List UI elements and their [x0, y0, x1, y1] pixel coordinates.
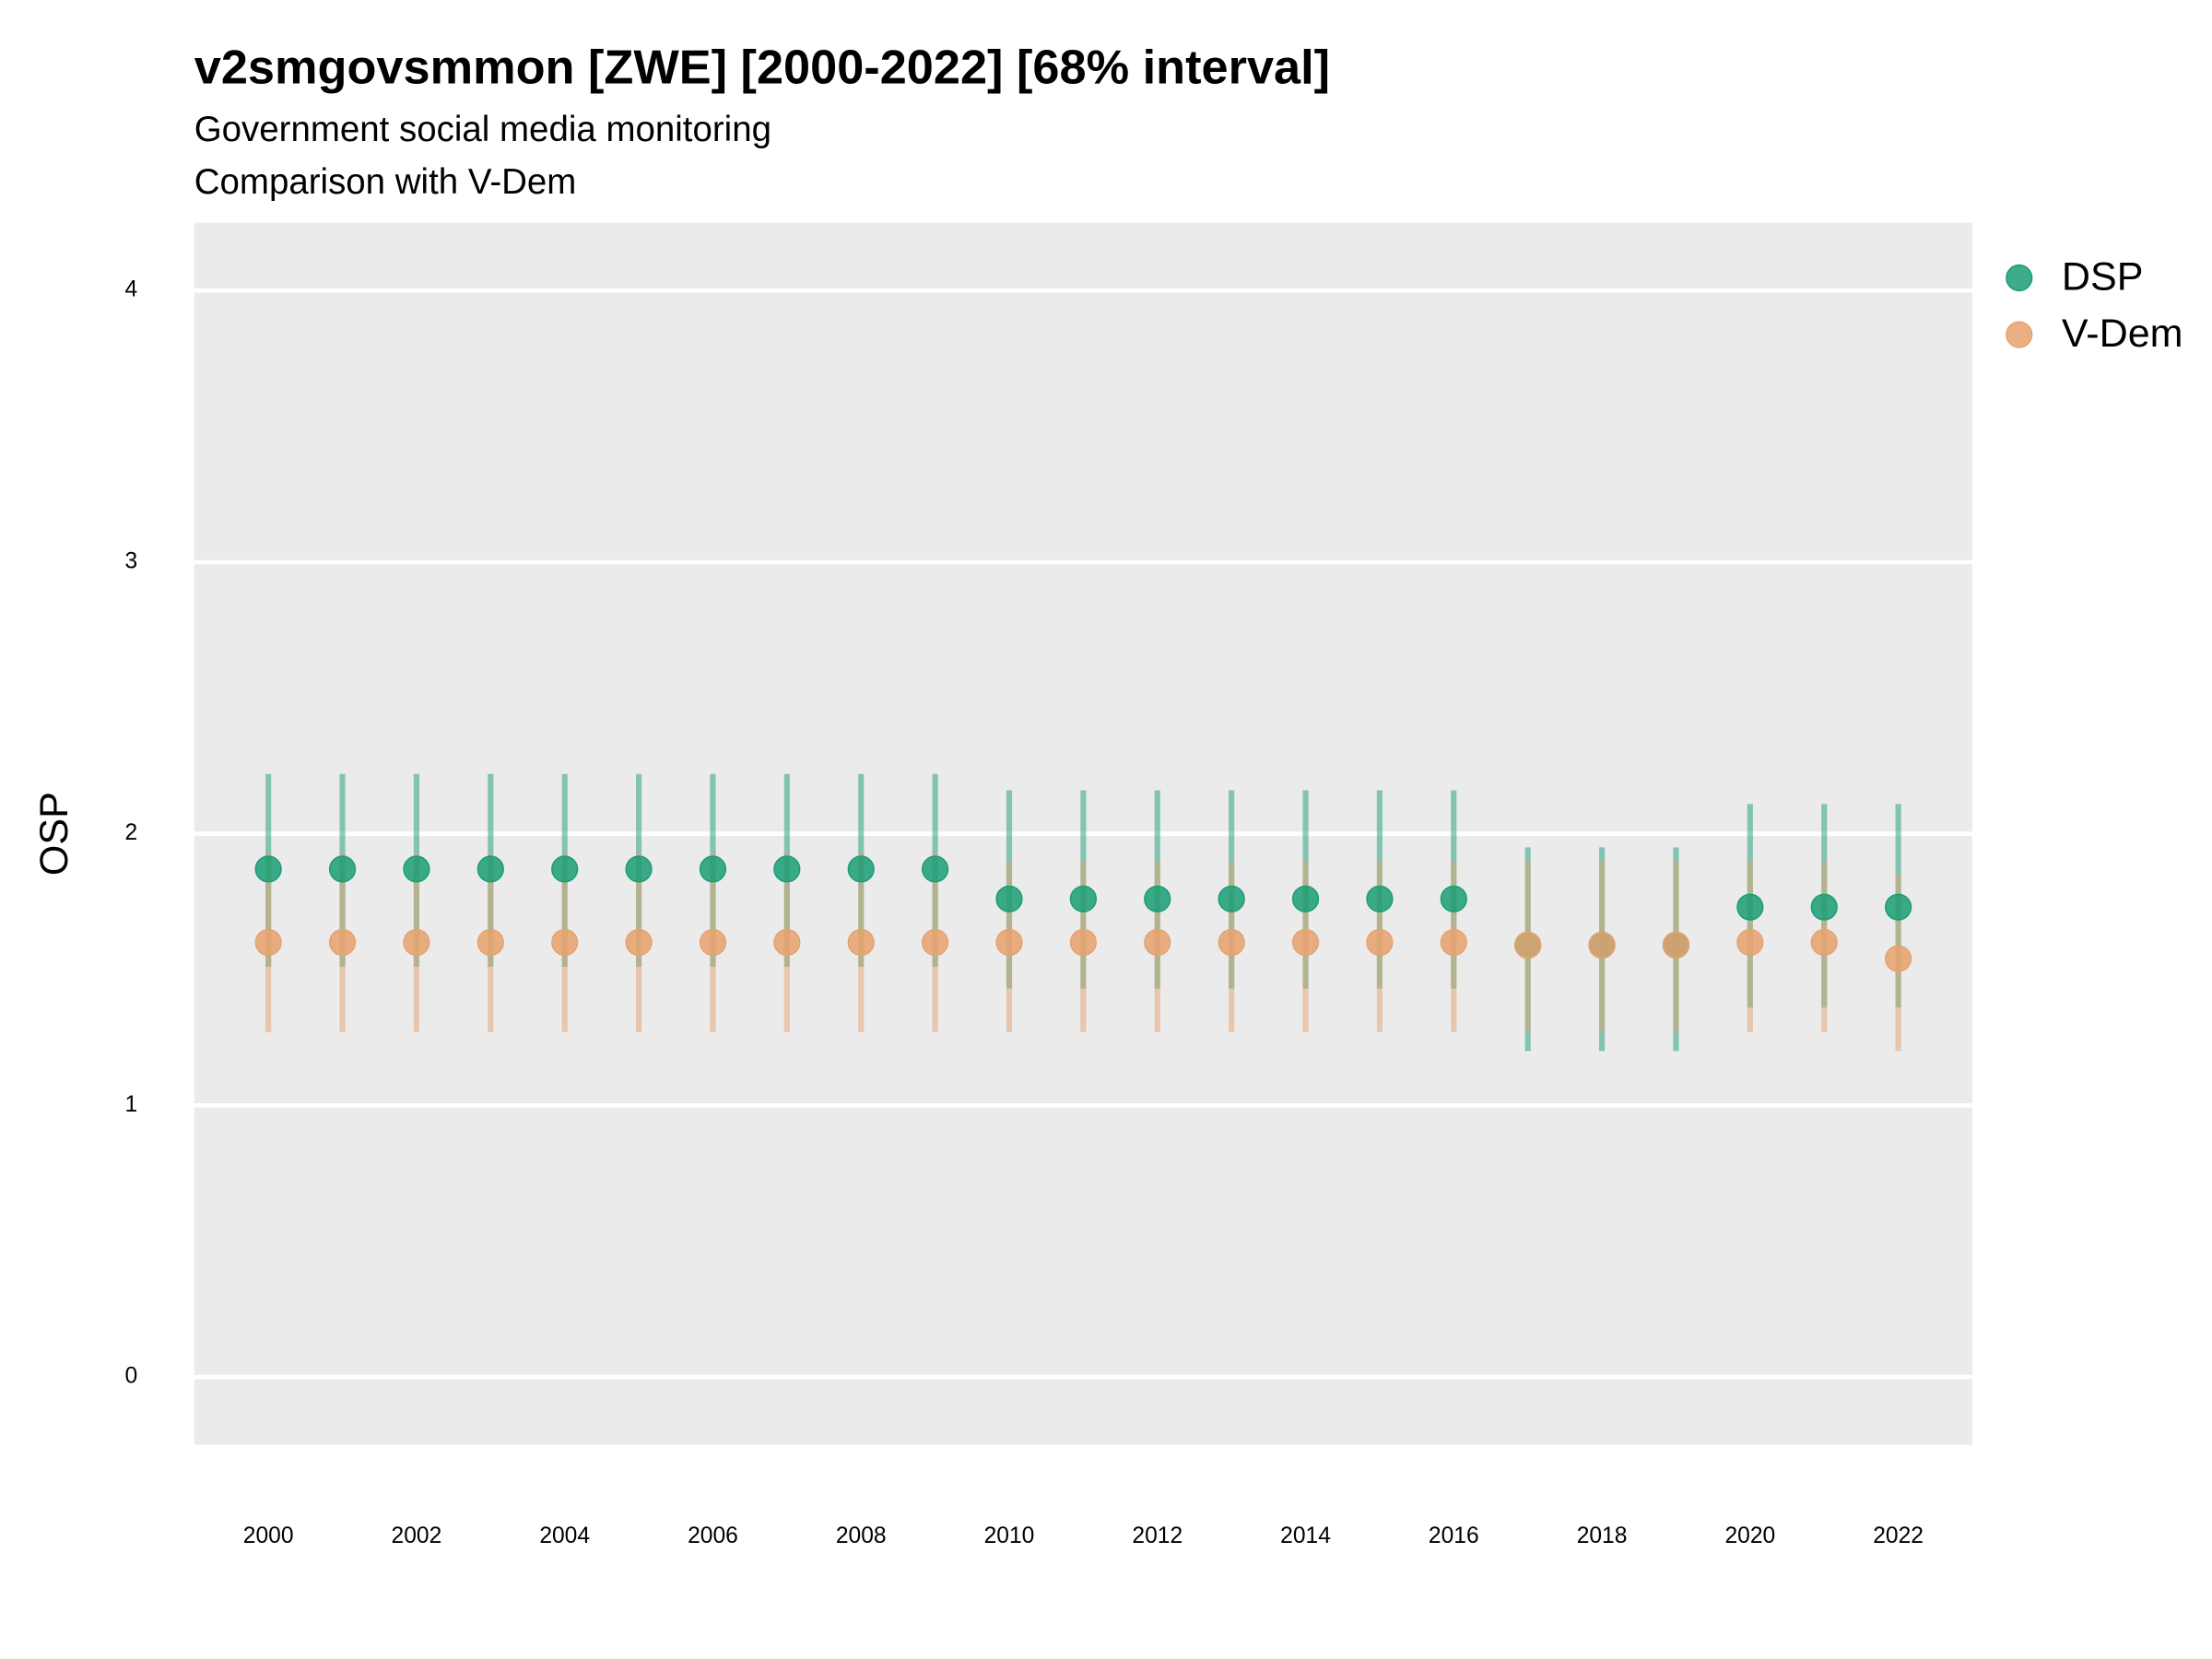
x-tick-label: 2004	[539, 1524, 590, 1548]
point	[1218, 885, 1245, 912]
x-tick-label: 2010	[984, 1524, 1035, 1548]
chart-title: v2smgovsmmon [ZWE] [2000-2022] [68% inte…	[194, 41, 1330, 95]
point	[847, 928, 875, 957]
point	[1885, 945, 1912, 972]
point	[1069, 885, 1097, 912]
y-tick-label: 1	[125, 1092, 138, 1117]
x-tick-label: 2012	[1132, 1524, 1182, 1548]
x-tick-label: 2002	[392, 1524, 442, 1548]
point	[699, 928, 727, 957]
legend-label: V-Dem	[2062, 312, 2183, 356]
point	[847, 855, 875, 883]
point	[1810, 928, 1838, 957]
point	[995, 885, 1023, 912]
point	[403, 855, 430, 883]
point	[773, 928, 801, 957]
legend-marker	[2006, 264, 2033, 292]
x-tick-label: 2016	[1429, 1524, 1479, 1548]
point	[699, 855, 727, 883]
point	[1366, 885, 1394, 912]
legend-marker	[2006, 321, 2033, 348]
y-tick-label: 2	[125, 820, 138, 845]
point	[1440, 928, 1467, 957]
x-tick-label: 2022	[1873, 1524, 1924, 1548]
x-tick-label: 2018	[1577, 1524, 1628, 1548]
x-tick-label: 2020	[1724, 1524, 1775, 1548]
point	[254, 928, 282, 957]
point	[1291, 885, 1320, 912]
point	[477, 928, 504, 957]
point	[551, 855, 579, 883]
point	[1885, 893, 1912, 921]
point	[1588, 931, 1616, 959]
point	[1144, 928, 1171, 957]
x-tick-label: 2000	[243, 1524, 294, 1548]
point	[328, 855, 357, 883]
point	[1514, 931, 1542, 959]
x-tick-label: 2008	[836, 1524, 887, 1548]
point	[1440, 885, 1467, 912]
y-tick-label: 3	[125, 548, 138, 573]
point	[1810, 893, 1838, 921]
point	[625, 928, 653, 957]
y-tick-label: 4	[125, 277, 138, 302]
x-tick-label: 2014	[1280, 1524, 1331, 1548]
chart-subtitle: Comparison with V-Dem	[194, 162, 577, 202]
legend-label: DSP	[2062, 254, 2144, 299]
point	[995, 928, 1023, 957]
point	[1736, 928, 1764, 957]
point	[773, 855, 801, 883]
point	[1218, 928, 1245, 957]
point	[551, 928, 579, 957]
point	[254, 855, 282, 883]
point	[1144, 885, 1171, 912]
y-tick-label: 0	[125, 1364, 138, 1389]
point	[1736, 893, 1764, 921]
y-axis-label: OSP	[32, 792, 76, 876]
point	[1366, 928, 1394, 957]
point	[922, 855, 949, 883]
point	[625, 855, 653, 883]
point	[1069, 928, 1097, 957]
x-tick-label: 2006	[688, 1524, 738, 1548]
point	[1291, 928, 1320, 957]
point	[328, 928, 357, 957]
point	[1662, 931, 1690, 959]
point	[403, 928, 430, 957]
chart-subtitle: Government social media monitoring	[194, 110, 771, 149]
point	[477, 855, 504, 883]
point	[922, 928, 949, 957]
